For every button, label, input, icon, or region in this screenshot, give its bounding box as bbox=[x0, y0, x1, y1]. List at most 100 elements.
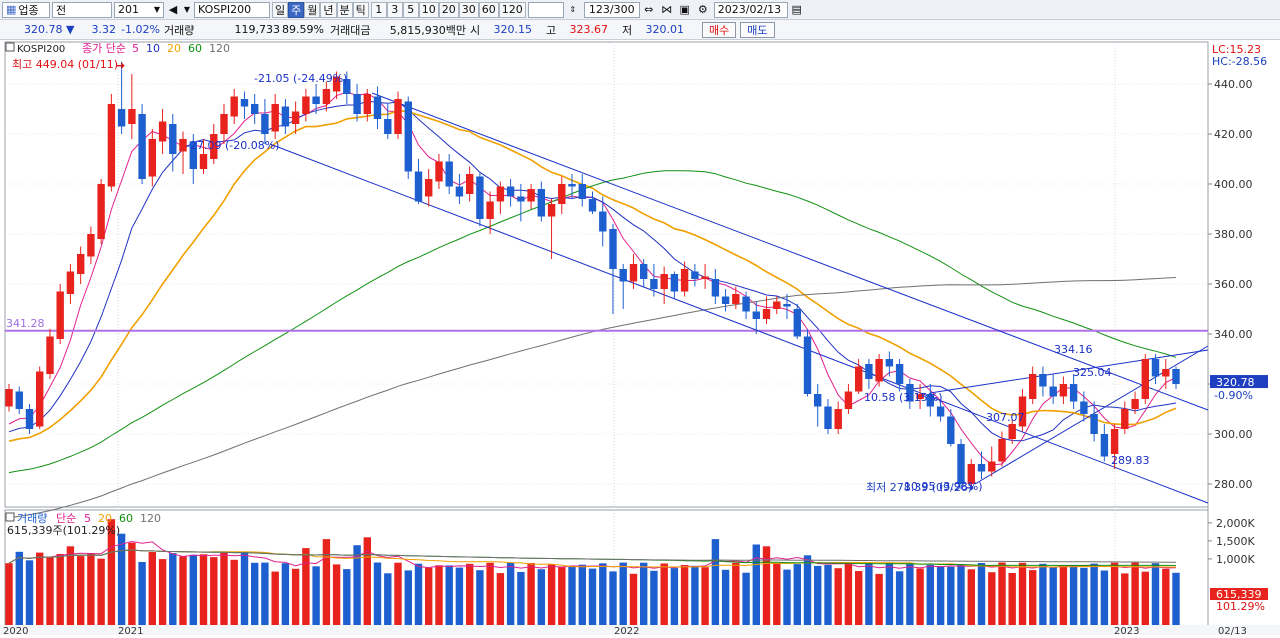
candle-body bbox=[302, 96, 310, 114]
interval-button[interactable]: 60 bbox=[478, 1, 499, 18]
volume-bar bbox=[895, 571, 904, 625]
price-change-pct: -1.02% bbox=[121, 23, 160, 36]
interval-button[interactable]: 3 bbox=[386, 1, 403, 18]
code-field[interactable]: 전 bbox=[52, 1, 112, 18]
volume-bar bbox=[189, 554, 197, 625]
zoom-icon[interactable]: ⇔ bbox=[644, 3, 654, 16]
buy-button[interactable]: 매수 bbox=[702, 21, 737, 38]
volume-bar bbox=[343, 569, 351, 625]
period-button[interactable]: 월 bbox=[304, 1, 321, 18]
y-tick-label: 420.00 bbox=[1214, 128, 1253, 141]
volume-bar bbox=[547, 564, 556, 625]
volume-bar bbox=[619, 562, 627, 625]
custom-interval-input[interactable] bbox=[527, 1, 564, 18]
volume-bar bbox=[1172, 572, 1180, 625]
volume-bar bbox=[281, 563, 290, 625]
interval-button[interactable]: 120 bbox=[498, 1, 526, 18]
candle-body bbox=[640, 264, 648, 279]
volume-bar bbox=[291, 568, 300, 625]
low-value: 320.01 bbox=[645, 23, 685, 36]
volume-bar bbox=[1162, 568, 1170, 625]
period-button[interactable]: 분 bbox=[336, 1, 353, 18]
trend-channel-line bbox=[269, 143, 1209, 504]
period-button[interactable]: 년 bbox=[320, 1, 337, 18]
all-label: 전 bbox=[56, 3, 67, 17]
volume-bar bbox=[302, 548, 310, 625]
interval-button[interactable]: 1 bbox=[370, 1, 387, 18]
candle-body bbox=[629, 264, 638, 282]
candle-body bbox=[967, 464, 975, 484]
volume-bar bbox=[66, 546, 75, 625]
channel-annotation: 325.04 bbox=[1073, 366, 1112, 379]
volume-bar bbox=[332, 564, 341, 625]
volume-bar bbox=[1039, 563, 1047, 625]
chart-type-icon[interactable]: ⋈ bbox=[661, 3, 673, 16]
volume-bar bbox=[834, 568, 842, 625]
candle-body bbox=[414, 171, 423, 202]
volume-bar bbox=[814, 565, 822, 625]
interval-button[interactable]: 10 bbox=[418, 1, 439, 18]
period-button[interactable]: 주 bbox=[288, 1, 305, 18]
x-axis-label: 2022 bbox=[614, 626, 639, 635]
volume-bar bbox=[773, 562, 781, 625]
candle-body bbox=[128, 109, 136, 124]
candle-body bbox=[527, 189, 535, 202]
market-select[interactable]: ▦ 업종 bbox=[2, 1, 50, 18]
interval-button[interactable]: 20 bbox=[438, 1, 459, 18]
candle-body bbox=[138, 114, 146, 179]
y-tick-label: 360.00 bbox=[1214, 278, 1253, 291]
low-label: 저 bbox=[622, 23, 633, 37]
spinner-icon[interactable]: ⇕ bbox=[569, 5, 577, 14]
volume-bar bbox=[537, 569, 545, 625]
candle-body bbox=[1049, 386, 1057, 397]
high-value: 323.67 bbox=[569, 23, 609, 36]
candle-body bbox=[691, 271, 699, 279]
volume-bar bbox=[629, 573, 638, 625]
volume-y-tick-label: 1,500K bbox=[1216, 535, 1255, 548]
volume-bar bbox=[1080, 567, 1088, 625]
index-name-field[interactable]: KOSPI200 bbox=[194, 1, 270, 18]
candle-body bbox=[916, 394, 924, 399]
y-tick-label: 280.00 bbox=[1214, 478, 1253, 491]
calendar-icon[interactable]: ▤ bbox=[791, 3, 802, 16]
chevron-down-icon[interactable]: ▼ bbox=[153, 5, 160, 14]
code-input[interactable]: 201 ▼ bbox=[114, 1, 164, 18]
volume-bar bbox=[117, 533, 126, 625]
period-button[interactable]: 틱 bbox=[352, 1, 369, 18]
candle-body bbox=[517, 196, 525, 202]
price-chart[interactable]: KOSPI200 종가 단순 5 10 20 60 120 최고 449.04 (01/11)… bbox=[0, 40, 1280, 637]
volume-ma-120-line bbox=[8, 549, 1176, 564]
candle-body bbox=[926, 394, 934, 407]
volume-bar bbox=[46, 557, 54, 625]
volume-legend-ma-period: 120 bbox=[140, 512, 161, 525]
sell-button[interactable]: 매도 bbox=[740, 21, 775, 38]
gear-icon[interactable]: ⚙ bbox=[697, 3, 708, 16]
volume-bar bbox=[660, 563, 668, 625]
chevron-down-icon[interactable]: ▼ bbox=[183, 5, 191, 14]
volume-legend-checkbox[interactable] bbox=[5, 512, 15, 522]
volume-bar bbox=[855, 571, 863, 625]
candle-body bbox=[394, 99, 402, 134]
legend-checkbox[interactable] bbox=[5, 42, 15, 52]
volume-bar bbox=[599, 563, 607, 625]
period-button[interactable]: 일 bbox=[272, 1, 289, 18]
count-field[interactable]: 123/300 bbox=[583, 1, 640, 18]
hc-label: HC:-28.56 bbox=[1212, 55, 1267, 68]
volume-bar bbox=[926, 564, 934, 625]
interval-button[interactable]: 30 bbox=[458, 1, 479, 18]
candle-body bbox=[56, 291, 64, 339]
volume-bar bbox=[721, 569, 730, 625]
interval-button[interactable]: 5 bbox=[402, 1, 419, 18]
candle-body bbox=[281, 106, 290, 127]
candle-body bbox=[77, 254, 85, 274]
candle-body bbox=[957, 444, 965, 484]
candle-body bbox=[36, 371, 44, 427]
volume-bar bbox=[158, 559, 167, 625]
candle-body bbox=[1110, 429, 1119, 454]
speaker-icon[interactable]: ◀ bbox=[168, 3, 178, 16]
date-field[interactable]: 2023/02/13 bbox=[713, 1, 788, 18]
candle-body bbox=[240, 99, 249, 107]
volume-bar bbox=[322, 539, 331, 625]
save-icon[interactable]: ▣ bbox=[679, 3, 690, 16]
